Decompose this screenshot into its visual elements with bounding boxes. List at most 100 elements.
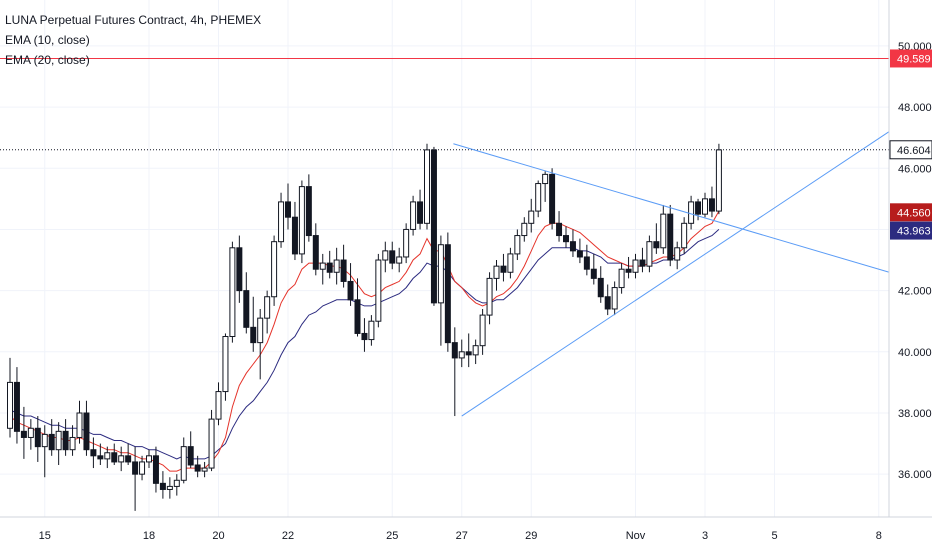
candle-body: [458, 351, 465, 359]
candle: [354, 278, 361, 337]
candle: [458, 339, 465, 368]
candle: [201, 461, 208, 478]
candle: [708, 186, 715, 218]
candle-body: [333, 259, 340, 273]
candle: [590, 253, 597, 285]
candle-body: [444, 244, 451, 344]
candle: [264, 290, 271, 334]
candle-body: [173, 479, 180, 487]
candle: [667, 204, 674, 267]
time-axis[interactable]: 15 18 20 22 25 27 29 Nov 3 5 8: [0, 516, 932, 550]
candle-body: [55, 430, 62, 451]
candle-body: [291, 216, 298, 255]
candle-body: [403, 228, 410, 258]
candle: [62, 419, 69, 456]
candle-body: [62, 430, 69, 451]
price-label-ema10: 44.560: [890, 203, 932, 222]
candle: [104, 446, 111, 469]
candle: [430, 146, 437, 306]
trendlines[interactable]: [453, 131, 890, 417]
candle: [41, 425, 48, 478]
legend-ema20[interactable]: EMA (20, close): [5, 53, 90, 67]
candle-body: [410, 201, 417, 230]
candle-body: [535, 183, 542, 212]
time-tick-label: 3: [702, 530, 708, 542]
candle: [271, 235, 278, 306]
candle: [222, 333, 229, 401]
candle-body: [97, 455, 104, 460]
time-tick-label: 29: [525, 530, 537, 542]
candle-body: [69, 436, 76, 451]
candle: [389, 241, 396, 270]
price-tick-label: 46.000: [898, 163, 932, 175]
candle: [7, 357, 13, 438]
price-label-last: 46.604: [889, 140, 932, 160]
candle-body: [361, 332, 368, 341]
candle: [13, 367, 20, 444]
trendline-descending: [453, 143, 890, 273]
candle: [688, 195, 695, 230]
candle-body: [660, 213, 667, 249]
candle: [486, 272, 493, 325]
candle: [569, 229, 576, 257]
candle-body: [556, 222, 563, 237]
candle-body: [257, 317, 264, 344]
price-axis[interactable]: 36.00038.00040.00042.00044.00046.00048.0…: [888, 0, 932, 550]
candle-body: [7, 381, 13, 429]
candle-body: [285, 201, 291, 218]
candle-body: [396, 256, 403, 264]
legend-ema10[interactable]: EMA (10, close): [5, 33, 90, 47]
candle: [507, 247, 514, 279]
candle-body: [347, 280, 354, 301]
price-label-text: 44.560: [897, 207, 931, 219]
candle: [97, 443, 104, 465]
candle-body: [132, 461, 139, 475]
legend-title[interactable]: LUNA Perpetual Futures Contract, 4h, PHE…: [5, 13, 262, 27]
candle: [278, 192, 285, 248]
candle: [535, 180, 542, 218]
candle-body: [486, 277, 493, 316]
candle: [48, 419, 55, 456]
price-label-box: [890, 49, 932, 68]
candle-body: [382, 250, 389, 261]
candle: [437, 235, 444, 346]
price-label-box: [890, 221, 932, 240]
candle-body: [229, 247, 236, 338]
candle-body: [549, 173, 556, 224]
time-tick-label: Nov: [626, 530, 646, 542]
candle: [34, 416, 41, 462]
candle: [312, 223, 319, 276]
candle: [444, 232, 451, 352]
candles[interactable]: [7, 143, 722, 511]
candle: [625, 256, 632, 279]
candle-body: [417, 201, 424, 224]
candle-body: [542, 173, 549, 185]
candle-body: [695, 201, 702, 215]
candle-body: [236, 247, 243, 292]
candle: [611, 281, 618, 316]
candle-body: [312, 235, 319, 270]
price-label-text: 46.604: [897, 145, 931, 157]
candle-body: [76, 412, 83, 438]
candle-body: [688, 201, 695, 224]
price-tick-label: 38.000: [898, 408, 932, 420]
candle-body: [389, 250, 396, 264]
candle: [215, 382, 222, 426]
candle-body: [576, 250, 583, 258]
candle: [403, 223, 410, 264]
candle: [305, 174, 312, 242]
candle: [375, 253, 382, 328]
candle-body: [667, 213, 674, 261]
candle-body: [681, 222, 688, 249]
candle: [291, 201, 298, 261]
candle-body: [604, 296, 611, 310]
candle: [604, 284, 611, 316]
candle: [618, 263, 625, 294]
candle: [298, 180, 305, 264]
candle: [118, 446, 125, 472]
candle: [556, 211, 563, 242]
candle-body: [243, 290, 250, 328]
candle-body: [27, 427, 34, 438]
